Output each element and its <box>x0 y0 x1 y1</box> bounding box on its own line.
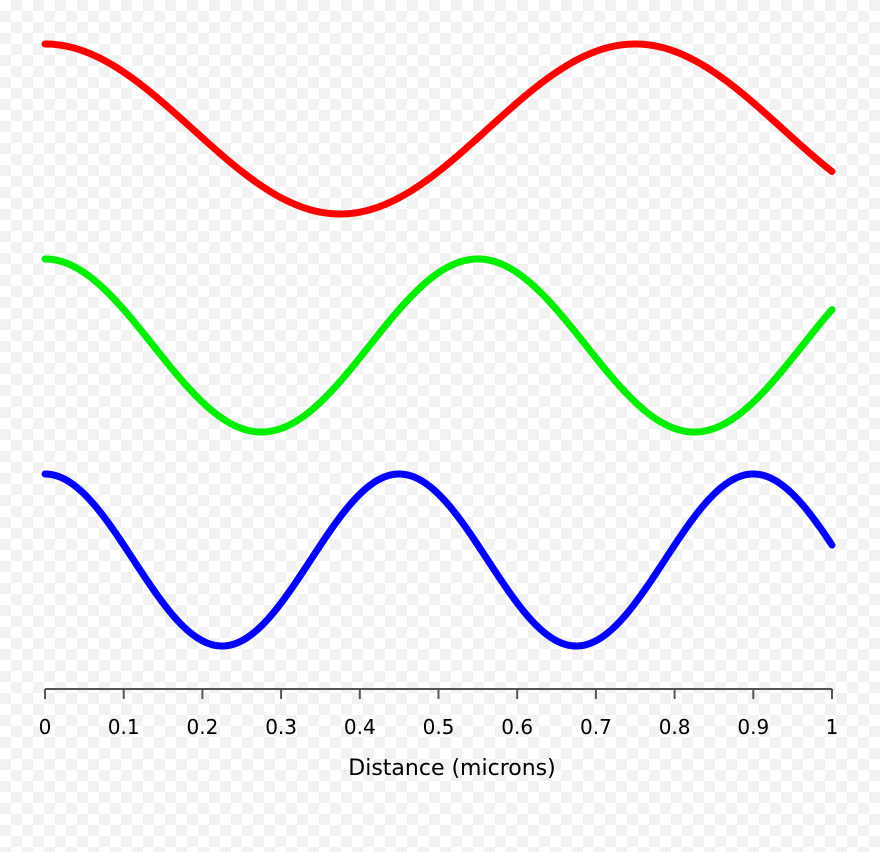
wave-series-3 <box>41 470 836 650</box>
x-tick-label: 1 <box>826 715 839 739</box>
x-tick-label: 0.4 <box>344 715 376 739</box>
x-tick-label: 0.3 <box>265 715 297 739</box>
x-tick-label: 0.1 <box>108 715 140 739</box>
x-axis-title: Distance (microns) <box>348 756 555 781</box>
x-tick-label: 0 <box>39 715 52 739</box>
x-tick-label: 0.2 <box>186 715 218 739</box>
wave-series-2 <box>41 255 836 436</box>
x-tick-label: 0.8 <box>659 715 691 739</box>
x-axis-ticks: 0 0.1 0.2 0.3 0.4 0.5 0.6 0.7 0.8 0.9 1 <box>39 689 839 739</box>
x-tick-label: 0.6 <box>501 715 533 739</box>
x-tick-label: 0.9 <box>737 715 769 739</box>
series-layer <box>41 40 836 650</box>
x-tick-label: 0.7 <box>580 715 612 739</box>
x-axis: 0 0.1 0.2 0.3 0.4 0.5 0.6 0.7 0.8 0.9 1 <box>39 688 839 739</box>
wave-series-1 <box>41 40 836 218</box>
x-tick-label: 0.5 <box>423 715 455 739</box>
